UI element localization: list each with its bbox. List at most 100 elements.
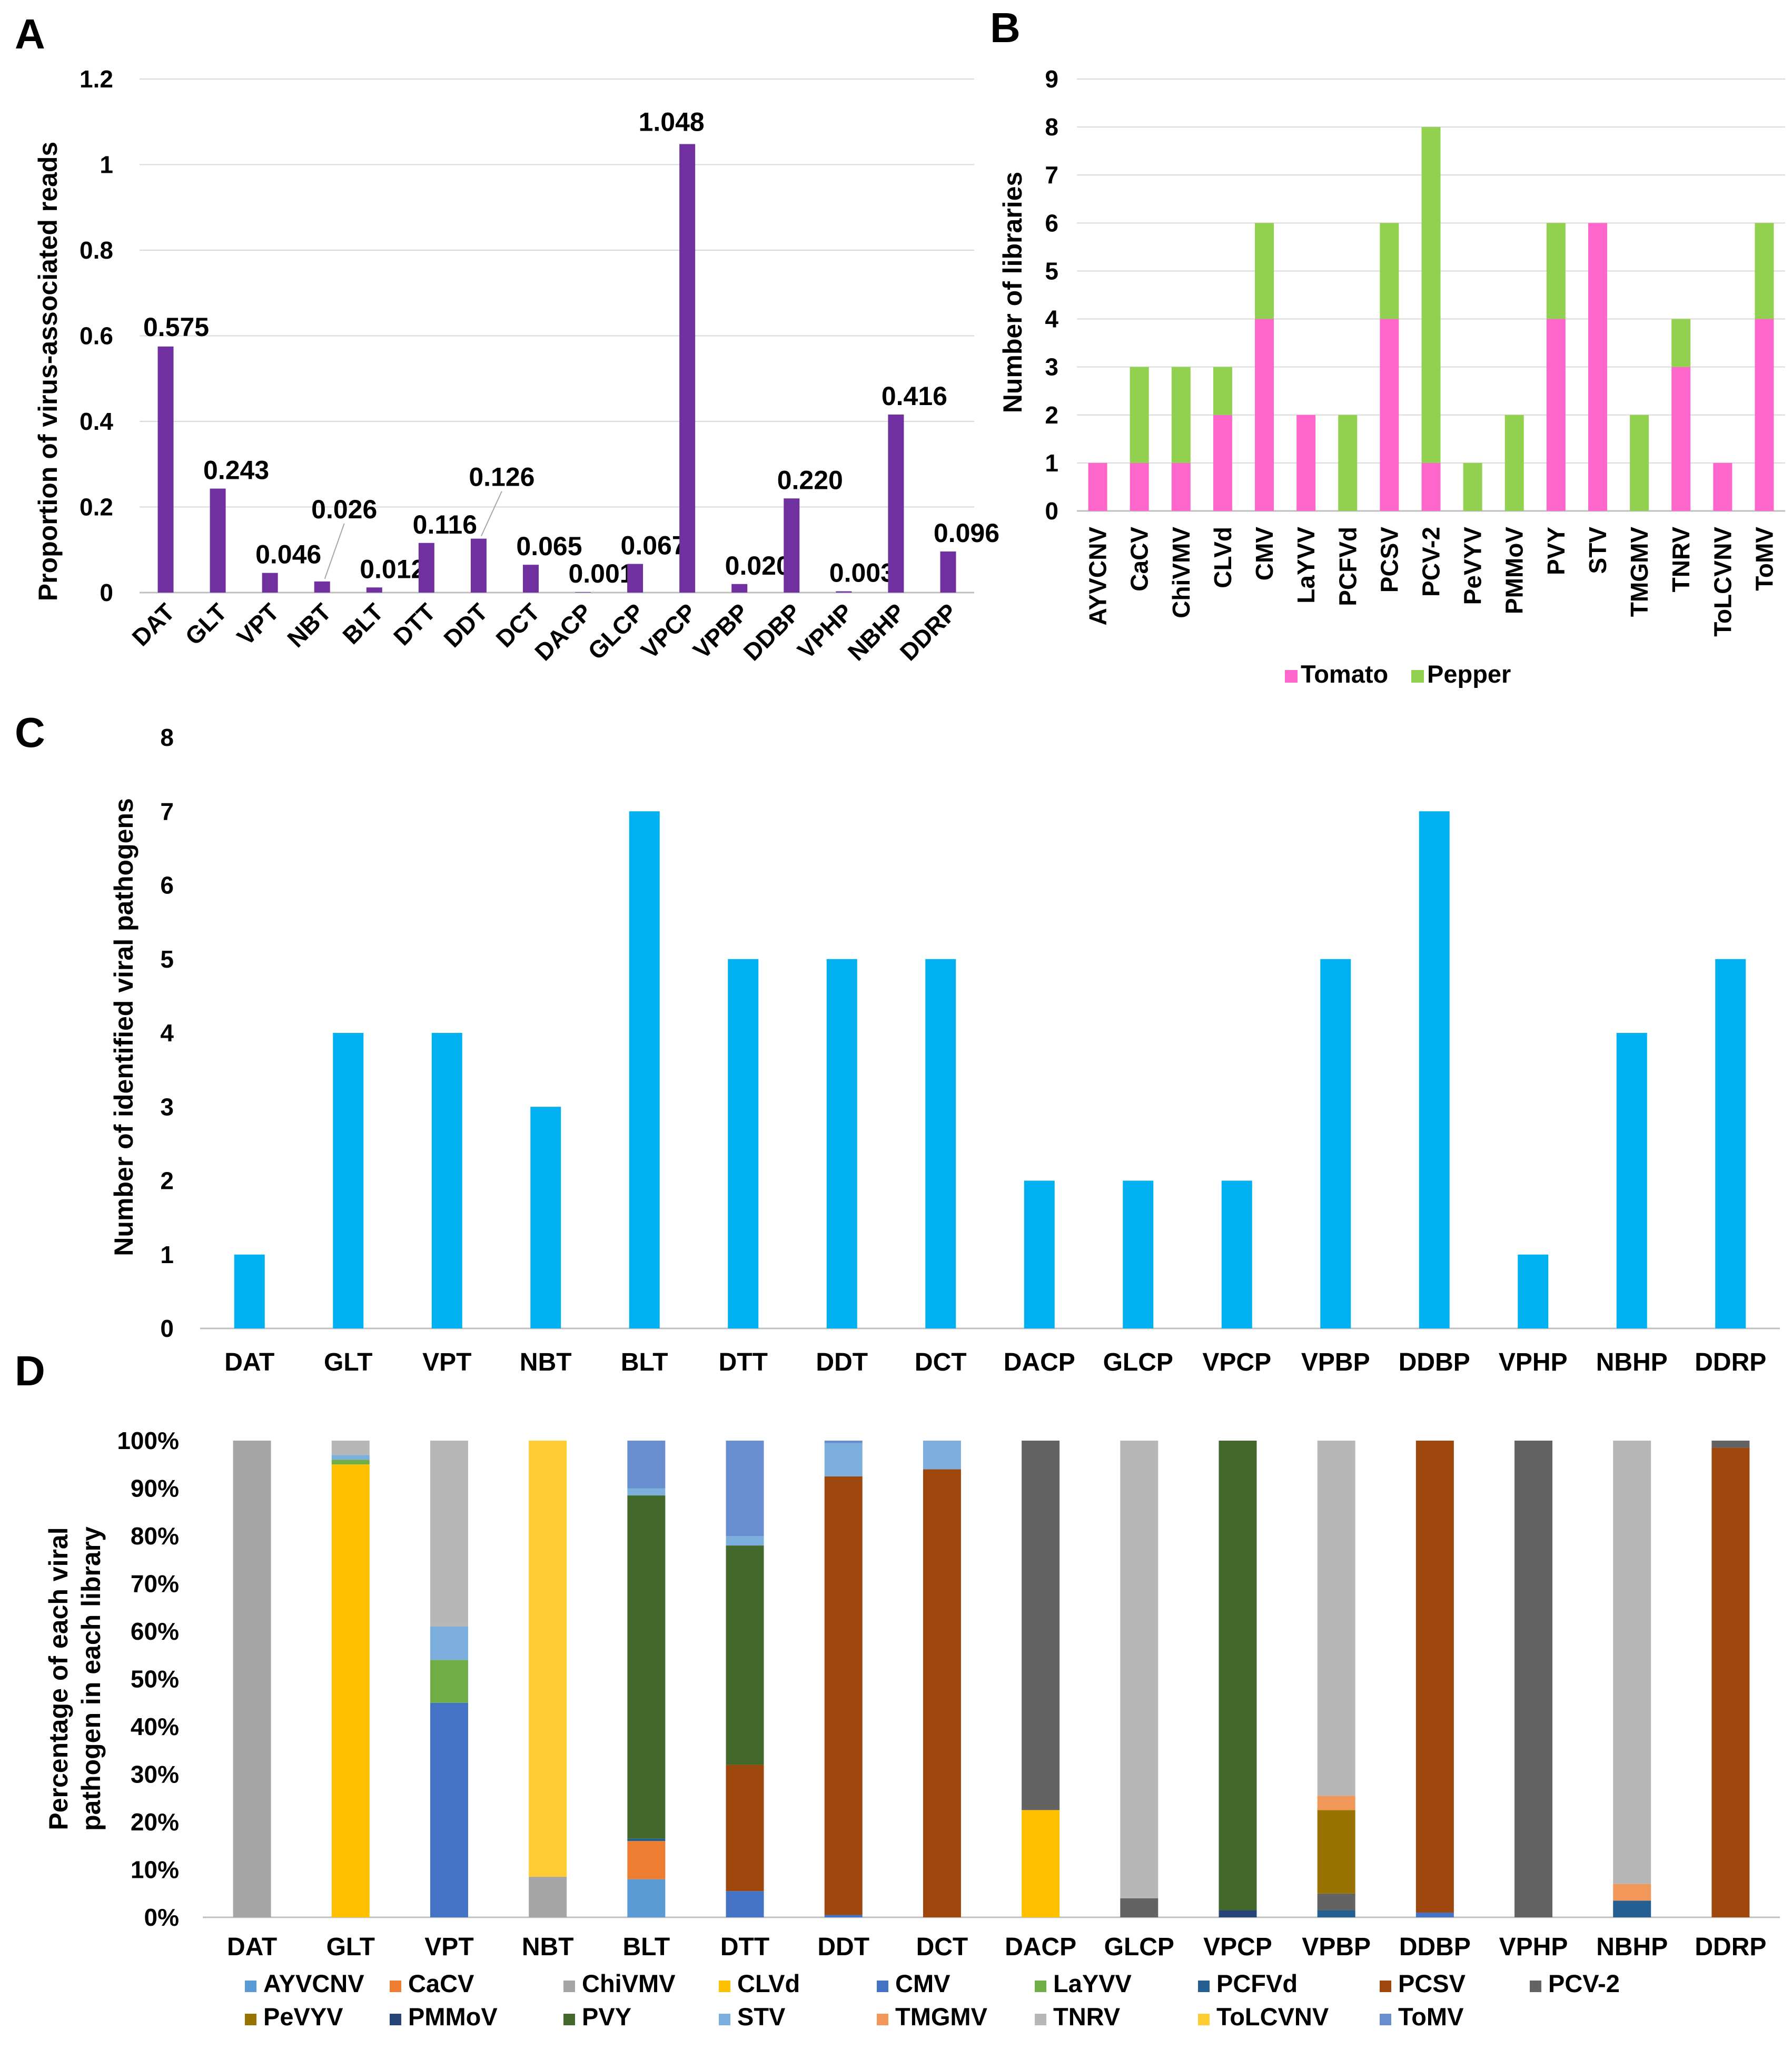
panel-d-legend-swatch-pmmov [390, 2014, 401, 2025]
panel-a-bar [314, 581, 330, 593]
panel-a-x-tick-label: VPT [232, 598, 284, 651]
panel-c-x-tick-label: VPT [422, 1348, 471, 1376]
panel-a-x-tick-label: DTT [388, 598, 441, 651]
panel-d-bar-segment-stv [726, 1536, 764, 1546]
panel-b-bar-tomato [1088, 462, 1107, 511]
panel-d-bar-segment-chivmv [529, 1877, 567, 1917]
panel-d-y-tick-label: 0% [144, 1904, 179, 1931]
panel-c-x-tick-label: BLT [621, 1348, 668, 1376]
panel-d-bar-segment-pcv-2 [1022, 1441, 1060, 1810]
panel-d-legend-swatch-tmgmv [877, 2014, 888, 2025]
panel-a-bar [575, 592, 591, 593]
panel-a-bar [940, 551, 956, 593]
panel-b-x-tick-label: AYVCNV [1084, 527, 1112, 626]
panel-b-bar-tomato [1588, 223, 1607, 511]
panel-a-data-label: 0.065 [516, 531, 582, 561]
panel-a-x-tick-label: VPCP [636, 598, 701, 664]
panel-c-x-tick-label: NBHP [1596, 1348, 1668, 1376]
panel-b-x-tick-label: ChiVMV [1167, 527, 1195, 618]
panel-a-x-tick-label: NBHP [843, 598, 910, 666]
panel-a-bar [888, 415, 904, 593]
panel-d-legend-label-tmgmv: TMGMV [895, 2003, 988, 2031]
panel-d-bar-segment-pcfvd [1317, 1910, 1355, 1917]
panel-a-y-tick-label: 1.2 [80, 65, 113, 93]
panel-c-x-tick-label: GLT [324, 1348, 372, 1376]
panel-a-data-label: 0.096 [934, 518, 999, 548]
panel-d-x-tick-label: DAT [227, 1933, 277, 1961]
panel-c-bar [629, 811, 660, 1328]
panel-d-bar-segment-tnrv [1120, 1441, 1159, 1898]
panel-d-y-tick-label: 30% [131, 1761, 179, 1788]
panel-d-legend-label-chivmv: ChiVMV [582, 1969, 676, 1997]
panel-d-bar-segment-tnrv [1317, 1441, 1355, 1796]
panel-d-legend-label-cacv: CaCV [408, 1969, 474, 1997]
panel-c-bar [1419, 811, 1450, 1328]
panel-a-bar [731, 584, 748, 593]
panel-b-chart: Number of libraries 0 1 2 3 4 5 6 7 8 9 AYVCNV CaCV… [998, 65, 1785, 688]
panel-d-bar-segment-clvd [331, 1464, 370, 1917]
panel-c-x-tick-label: DDT [816, 1348, 868, 1376]
panel-d-bar-segment-pvy [627, 1495, 666, 1839]
panel-a-data-label: 0.020 [725, 551, 791, 580]
panel-d-bar-segment-pcsv [1711, 1447, 1750, 1917]
panel-d-bar-segment-tmgmv [1317, 1796, 1355, 1810]
panel-d-x-tick-label: DDBP [1399, 1933, 1471, 1961]
panel-d-bar-segment-layvv [331, 1460, 370, 1465]
panel-b-bar-pepper [1171, 367, 1191, 463]
panel-d-legend-swatch-pcfvd [1198, 1981, 1210, 1992]
panel-b-y-tick-label: 8 [1045, 113, 1058, 141]
panel-c-bar [826, 959, 857, 1328]
panel-b-bar-tomato [1421, 462, 1441, 511]
panel-d-y-tick-label: 40% [131, 1713, 179, 1740]
panel-d-bar-segment-pvy [726, 1545, 764, 1765]
panel-a-bar [470, 538, 487, 593]
panel-a-x-tick-label: DDRP [895, 598, 963, 666]
panel-d-legend-swatch-cmv [877, 1981, 888, 1992]
panel-c-x-tick-label: GLCP [1103, 1348, 1173, 1376]
panel-d-legend-label-cmv: CMV [895, 1969, 951, 1997]
panel-d-bar-segment-ayvcnv [627, 1879, 666, 1917]
panel-b-bar-pepper [1671, 319, 1691, 367]
panel-a-bar [366, 587, 382, 593]
panel-a-data-label: 0.003 [829, 558, 895, 588]
panel-d-legend-swatch-layvv [1035, 1981, 1046, 1992]
panel-c-x-tick-label: NBT [520, 1348, 572, 1376]
panel-d-y-tick-label: 100% [117, 1427, 179, 1454]
panel-a-x-tick-label: GLT [180, 598, 232, 650]
panel-d-x-tick-label: NBHP [1596, 1933, 1668, 1961]
panel-d-bar-segment-tomv [726, 1441, 764, 1536]
panel-a-y-tick-label: 0.6 [80, 322, 113, 350]
panel-d-bar-segment-cmv [430, 1702, 468, 1917]
panel-d-x-tick-label: GLCP [1104, 1933, 1174, 1961]
panel-c-bar [925, 959, 956, 1328]
panel-d-bar-segment-tnrv [331, 1441, 370, 1455]
panel-c-bar [1616, 1033, 1647, 1328]
panel-a-data-label: 0.116 [413, 510, 477, 539]
panel-b-bar-tomato [1296, 415, 1316, 511]
panel-b-bar-pepper [1130, 367, 1149, 463]
panel-c-x-tick-label: VPCP [1202, 1348, 1271, 1376]
panel-b-bar-tomato [1171, 462, 1191, 511]
panel-d-bar-segment-stv [430, 1626, 468, 1660]
panel-d-x-tick-label: DACP [1005, 1933, 1076, 1961]
panel-c-bar [728, 959, 759, 1328]
panel-b-y-tick-label: 5 [1045, 257, 1058, 284]
panel-a-y-tick-label: 0.2 [80, 494, 113, 521]
panel-a-data-label: 0.012 [360, 554, 425, 584]
panel-d-bar-segment-stv [824, 1443, 863, 1476]
panel-b-y-axis-title: Number of libraries [998, 172, 1027, 413]
panel-b-x-tick-label: PCV-2 [1418, 527, 1445, 597]
panel-d-legend-label-ayvcnv: AYVCNV [263, 1969, 364, 1997]
panel-a-x-tick-label: DAT [126, 598, 180, 651]
panel-a-data-label: 1.048 [639, 107, 705, 137]
panel-a-bar [627, 564, 643, 593]
panel-d-y-tick-label: 10% [131, 1856, 179, 1884]
panel-d-legend-swatch-tomv [1380, 2014, 1391, 2025]
panel-b-x-tick-label: PVY [1542, 527, 1570, 575]
panel-label-a: A [15, 11, 45, 57]
panel-d-bar-segment-pcv-2 [1711, 1441, 1750, 1448]
panel-label-b: B [990, 4, 1021, 51]
panel-d-legend-swatch-pvy [563, 2014, 575, 2025]
panel-b-legend-swatch-tomato [1285, 670, 1298, 683]
